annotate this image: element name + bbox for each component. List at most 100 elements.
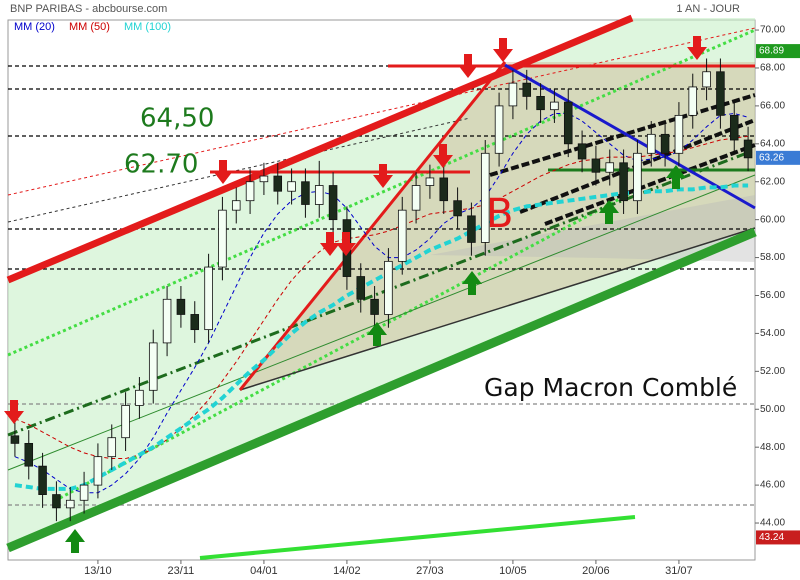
price-label: 68.89 — [759, 46, 784, 57]
candle-body — [480, 152, 490, 243]
candle-body — [162, 298, 172, 344]
x-tick-label: 04/01 — [250, 565, 278, 577]
candle-body — [688, 86, 698, 116]
candle-body — [550, 101, 559, 111]
trend-line — [238, 61, 507, 391]
trend-line — [7, 27, 756, 196]
price-label-box — [756, 530, 800, 545]
candle-body — [646, 133, 656, 154]
channel-bottom — [6, 227, 757, 553]
y-tick-label: 64.00 — [760, 138, 785, 149]
candle-body — [716, 71, 725, 116]
candle-body — [314, 185, 324, 205]
candle-body — [591, 158, 601, 173]
chart-subtitle: 1 AN - JOUR — [676, 3, 740, 15]
candle-body — [190, 314, 200, 331]
y-tick-label: 54.00 — [760, 328, 785, 339]
candle-body — [370, 298, 379, 315]
candle-body — [148, 342, 158, 391]
candle-body — [563, 101, 573, 145]
y-tick-label: 56.00 — [760, 290, 785, 301]
legend-entry: MM (20) — [14, 21, 55, 33]
candle-body — [287, 181, 296, 192]
x-tick-label: 27/03 — [416, 565, 444, 577]
y-tick-label: 46.00 — [760, 480, 785, 491]
candle-body — [494, 105, 504, 154]
y-tick-label: 66.00 — [760, 101, 785, 112]
price-label-box — [756, 150, 800, 165]
x-tick-label: 20/06 — [582, 565, 610, 577]
moving-average — [14, 112, 749, 494]
candle-body — [79, 484, 89, 501]
candle-body — [633, 152, 642, 202]
legend-entry: MM (50) — [69, 21, 110, 33]
candle-body — [397, 209, 407, 262]
level-lines — [8, 65, 755, 506]
candle-body — [702, 71, 711, 88]
candle-body — [218, 209, 227, 268]
candle-body — [301, 181, 310, 205]
triangle-fill — [240, 62, 755, 390]
candle-body — [245, 181, 255, 202]
x-tick-label: 10/05 — [499, 565, 527, 577]
candle-body — [231, 200, 241, 211]
candle-body — [121, 405, 130, 439]
trend-line — [7, 148, 756, 437]
candle-body — [356, 276, 366, 300]
y-tick-label: 44.00 — [760, 518, 785, 529]
candle-body — [10, 435, 20, 444]
candle-body — [38, 465, 47, 495]
annotation: B — [486, 191, 513, 237]
y-tick-label: 58.00 — [760, 252, 785, 263]
candle-body — [411, 185, 421, 211]
trend-line — [544, 143, 756, 226]
candle-body — [577, 143, 587, 160]
y-tick-label: 52.00 — [760, 366, 785, 377]
price-label-box — [756, 44, 800, 59]
chart-title: BNP PARIBAS - abcbourse.com — [10, 3, 167, 15]
price-label: 63.26 — [759, 152, 784, 163]
y-tick-label: 48.00 — [760, 442, 785, 453]
y-tick-label: 60.00 — [760, 214, 785, 225]
trend-line — [199, 515, 636, 560]
channel-top — [6, 14, 634, 284]
annotation: 62.70 — [124, 150, 198, 180]
trend-line — [7, 117, 471, 223]
candle-body — [425, 177, 435, 186]
candle-body — [135, 389, 144, 406]
x-tick-label: 31/07 — [665, 565, 693, 577]
marks — [10, 58, 753, 522]
y-tick-label: 50.00 — [760, 404, 785, 415]
candle-body — [453, 200, 462, 217]
candle-body — [107, 437, 117, 458]
candle-body — [65, 499, 75, 509]
candle-body — [439, 177, 449, 202]
y-tick-label: 68.00 — [760, 63, 785, 74]
candle-body — [259, 175, 269, 183]
trend-line — [59, 186, 641, 500]
trend-line — [7, 28, 756, 357]
candle-body — [743, 139, 753, 159]
candle-body — [24, 442, 34, 467]
candle-body — [176, 298, 186, 315]
candle-body — [93, 456, 103, 486]
candle-body — [273, 175, 283, 192]
x-tick-label: 14/02 — [333, 565, 361, 577]
candle-body — [384, 260, 393, 315]
candle-body — [619, 162, 628, 202]
candle-body — [536, 96, 545, 111]
legend-entry: MM (100) — [124, 21, 171, 33]
y-tick-label: 62.00 — [760, 176, 785, 187]
candle-body — [204, 266, 213, 331]
candle-body — [674, 114, 684, 154]
candle-body — [605, 162, 615, 173]
candle-body — [467, 215, 476, 243]
candle-body — [328, 185, 338, 221]
trend-line — [7, 174, 756, 471]
candle-body — [522, 82, 532, 97]
x-tick-label: 23/11 — [168, 565, 195, 577]
candle-body — [660, 133, 670, 154]
candle-body — [52, 494, 61, 509]
trend-line — [504, 63, 756, 210]
